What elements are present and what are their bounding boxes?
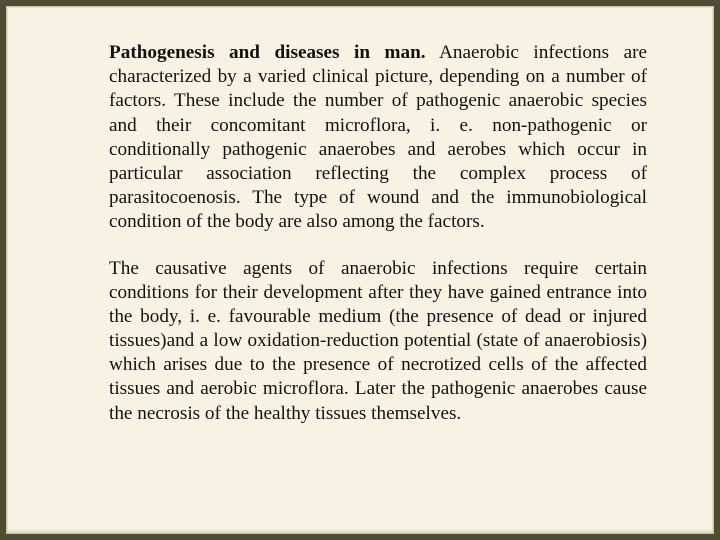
paragraph-1-lead: Pathogenesis and diseases in man.: [109, 42, 426, 63]
paragraph-2-rest: The causative agents of anaerobic infect…: [109, 258, 647, 424]
paragraph-1: Pathogenesis and diseases in man. Anaero…: [109, 41, 647, 235]
paragraph-1-rest: Anaerobic infections are characterized b…: [109, 42, 647, 232]
paragraph-2: The causative agents of anaerobic infect…: [109, 257, 647, 426]
slide: Pathogenesis and diseases in man. Anaero…: [0, 0, 720, 540]
paper-background: Pathogenesis and diseases in man. Anaero…: [6, 6, 714, 534]
